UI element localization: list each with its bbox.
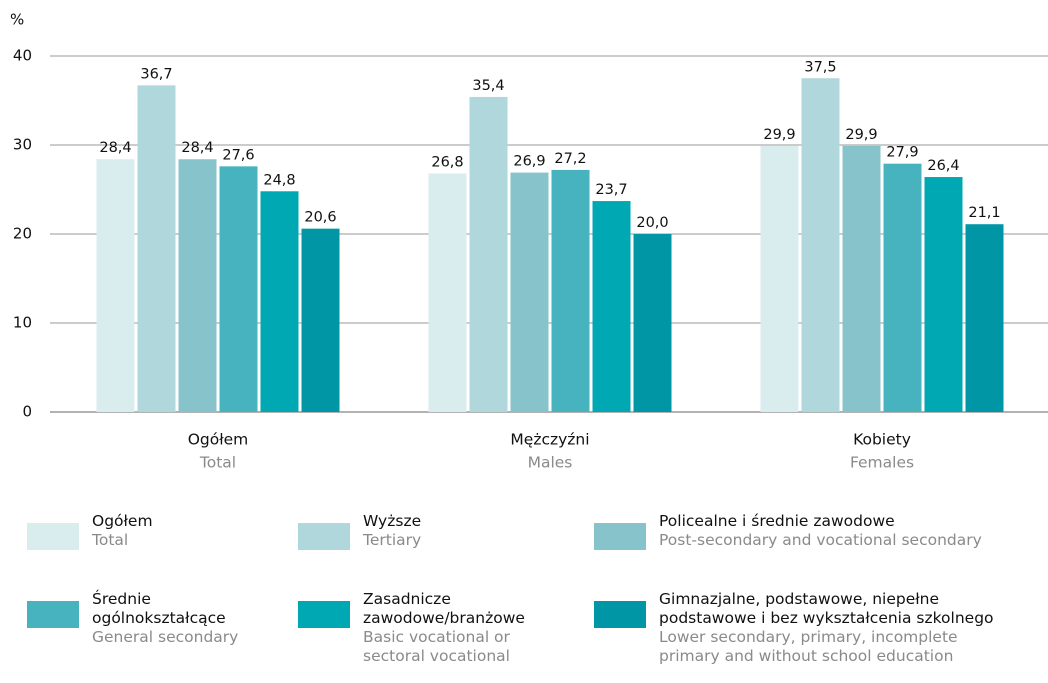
value-label: 23,7: [595, 182, 627, 198]
bar: [801, 78, 840, 412]
value-label: 29,9: [763, 127, 795, 143]
legend-entry: Zasadnicze zawodowe/branżowe Basic vocati…: [363, 590, 543, 666]
legend-swatch: [27, 523, 79, 550]
legend-sublabel: Total: [92, 531, 129, 549]
value-label: 27,2: [554, 151, 586, 167]
y-tick-label: 40: [13, 47, 32, 65]
value-label: 21,1: [968, 205, 1000, 221]
value-label: 28,4: [181, 140, 213, 156]
bar: [633, 234, 672, 412]
value-label: 20,0: [636, 215, 668, 231]
value-label: 20,6: [304, 210, 336, 226]
bar: [260, 191, 299, 412]
legend-label: Ogółem: [92, 512, 153, 530]
legend-label: Policealne i średnie zawodowe: [659, 512, 895, 530]
legend-entry: Wyższe Tertiary: [363, 512, 543, 550]
bar: [96, 159, 135, 412]
legend-sublabel: Post-secondary and vocational secondary: [659, 531, 982, 549]
legend-sublabel: Lower secondary, primary, incomplete pri…: [659, 628, 958, 665]
bar: [551, 169, 590, 412]
value-label: 27,9: [886, 145, 918, 161]
legend-label: Zasadnicze zawodowe/branżowe: [363, 590, 525, 627]
x-tick-label: Mężczyźni: [510, 431, 589, 449]
value-label: 27,6: [222, 147, 254, 163]
value-label: 26,8: [431, 154, 463, 170]
legend-swatch: [594, 601, 646, 628]
x-tick-sublabel: Males: [528, 454, 573, 472]
y-tick-label: 10: [13, 314, 32, 332]
y-tick-label: 0: [22, 403, 32, 421]
value-label: 35,4: [472, 78, 504, 94]
bar: [178, 159, 217, 412]
bar: [469, 96, 508, 412]
x-tick-label: Ogółem: [188, 431, 249, 449]
bar: [301, 228, 340, 412]
x-tick-label: Kobiety: [853, 431, 911, 449]
legend-entry: Ogółem Total: [92, 512, 262, 550]
legend-sublabel: Basic vocational or sectoral vocational: [363, 628, 510, 665]
legend-entry: Policealne i średnie zawodowe Post-second…: [659, 512, 1019, 550]
y-tick-label: 30: [13, 136, 32, 154]
y-axis-label: %: [10, 11, 24, 29]
legend-sublabel: General secondary: [92, 628, 239, 646]
y-tick-label: 20: [13, 225, 32, 243]
bar: [137, 85, 176, 413]
bar: [592, 201, 631, 412]
value-label: 26,9: [513, 154, 545, 170]
legend-label: Gimnazjalne, podstawowe, niepełne podsta…: [659, 590, 994, 627]
x-tick-sublabel: Females: [850, 454, 914, 472]
legend-swatch: [27, 601, 79, 628]
legend-label: Wyższe: [363, 512, 422, 530]
bar: [965, 224, 1004, 412]
bar: [428, 173, 467, 412]
x-tick-sublabel: Total: [199, 454, 236, 472]
legend-entry: Gimnazjalne, podstawowe, niepełne podsta…: [659, 590, 1019, 666]
legend-entry: Średnie ogólnokształcące General secondar…: [92, 590, 262, 647]
legend-sublabel: Tertiary: [363, 531, 422, 549]
value-label: 28,4: [99, 140, 131, 156]
legend-label: Średnie ogólnokształcące: [92, 590, 226, 627]
value-label: 36,7: [140, 66, 172, 82]
bar: [924, 177, 963, 412]
bar: [842, 145, 881, 412]
legend-swatch: [298, 523, 350, 550]
bar: [219, 166, 258, 412]
bar: [510, 172, 549, 412]
bar: [883, 163, 922, 412]
value-label: 29,9: [845, 127, 877, 143]
value-label: 37,5: [804, 59, 836, 75]
legend-swatch: [298, 601, 350, 628]
value-label: 26,4: [927, 158, 959, 174]
bar: [760, 145, 799, 412]
value-label: 24,8: [263, 172, 295, 188]
legend-swatch: [594, 523, 646, 550]
